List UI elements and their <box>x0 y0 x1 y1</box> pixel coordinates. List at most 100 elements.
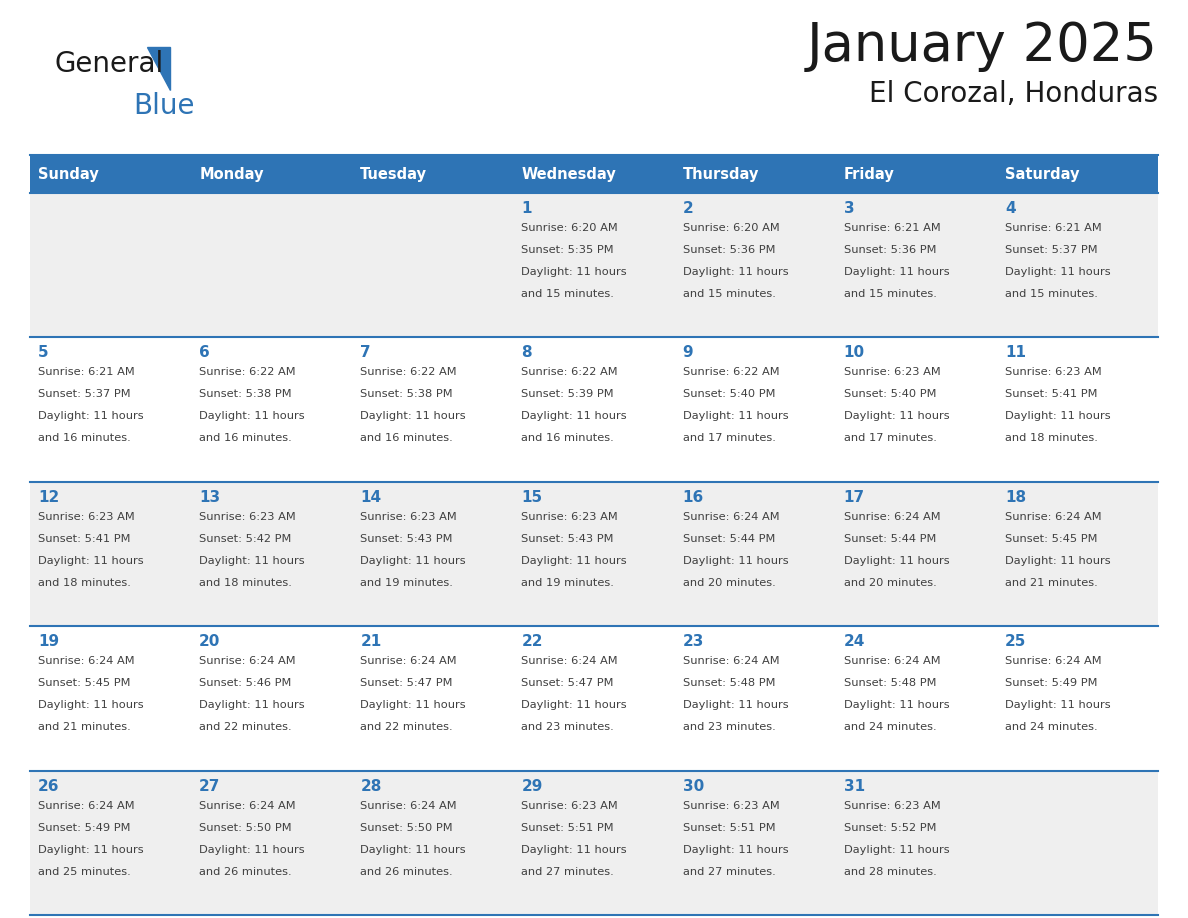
Text: Sunrise: 6:24 AM: Sunrise: 6:24 AM <box>360 656 457 666</box>
Text: Sunrise: 6:23 AM: Sunrise: 6:23 AM <box>200 512 296 521</box>
Text: Sunrise: 6:24 AM: Sunrise: 6:24 AM <box>200 800 296 811</box>
Text: Sunrise: 6:23 AM: Sunrise: 6:23 AM <box>38 512 134 521</box>
Text: Daylight: 11 hours: Daylight: 11 hours <box>843 411 949 421</box>
Text: 9: 9 <box>683 345 693 361</box>
Bar <box>675 155 835 193</box>
Text: Daylight: 11 hours: Daylight: 11 hours <box>522 700 627 711</box>
Text: and 19 minutes.: and 19 minutes. <box>360 577 453 588</box>
Text: Daylight: 11 hours: Daylight: 11 hours <box>1005 700 1111 711</box>
Text: Sunset: 5:49 PM: Sunset: 5:49 PM <box>1005 678 1098 688</box>
Text: Monday: Monday <box>200 166 264 182</box>
Text: Sunrise: 6:24 AM: Sunrise: 6:24 AM <box>843 656 941 666</box>
Text: 27: 27 <box>200 778 221 793</box>
Text: Daylight: 11 hours: Daylight: 11 hours <box>683 700 788 711</box>
Text: and 22 minutes.: and 22 minutes. <box>360 722 453 733</box>
Text: Daylight: 11 hours: Daylight: 11 hours <box>360 411 466 421</box>
Text: Sunrise: 6:23 AM: Sunrise: 6:23 AM <box>683 800 779 811</box>
Text: and 17 minutes.: and 17 minutes. <box>683 433 776 443</box>
Text: Daylight: 11 hours: Daylight: 11 hours <box>683 845 788 855</box>
Text: Sunset: 5:49 PM: Sunset: 5:49 PM <box>38 823 131 833</box>
Text: Daylight: 11 hours: Daylight: 11 hours <box>522 845 627 855</box>
Text: Daylight: 11 hours: Daylight: 11 hours <box>843 555 949 565</box>
Text: and 16 minutes.: and 16 minutes. <box>360 433 453 443</box>
Text: Sunrise: 6:20 AM: Sunrise: 6:20 AM <box>522 223 618 233</box>
Text: Sunset: 5:47 PM: Sunset: 5:47 PM <box>360 678 453 688</box>
Text: Sunrise: 6:22 AM: Sunrise: 6:22 AM <box>522 367 618 377</box>
Text: 8: 8 <box>522 345 532 361</box>
Bar <box>835 155 997 193</box>
Text: January 2025: January 2025 <box>807 20 1158 72</box>
Text: 13: 13 <box>200 490 220 505</box>
Text: Daylight: 11 hours: Daylight: 11 hours <box>38 555 144 565</box>
Text: Sunrise: 6:24 AM: Sunrise: 6:24 AM <box>38 656 134 666</box>
Text: Sunrise: 6:22 AM: Sunrise: 6:22 AM <box>360 367 457 377</box>
Text: and 15 minutes.: and 15 minutes. <box>843 289 936 299</box>
Text: and 21 minutes.: and 21 minutes. <box>1005 577 1098 588</box>
Text: Sunset: 5:38 PM: Sunset: 5:38 PM <box>200 389 292 399</box>
Text: Daylight: 11 hours: Daylight: 11 hours <box>522 267 627 277</box>
Text: and 19 minutes.: and 19 minutes. <box>522 577 614 588</box>
Text: and 26 minutes.: and 26 minutes. <box>360 867 453 877</box>
Text: and 24 minutes.: and 24 minutes. <box>1005 722 1098 733</box>
Text: 10: 10 <box>843 345 865 361</box>
Text: 12: 12 <box>38 490 59 505</box>
Text: and 18 minutes.: and 18 minutes. <box>38 577 131 588</box>
Text: Daylight: 11 hours: Daylight: 11 hours <box>683 411 788 421</box>
Text: and 28 minutes.: and 28 minutes. <box>843 867 936 877</box>
Text: Saturday: Saturday <box>1005 166 1080 182</box>
Text: 22: 22 <box>522 634 543 649</box>
Text: Daylight: 11 hours: Daylight: 11 hours <box>1005 411 1111 421</box>
Text: and 22 minutes.: and 22 minutes. <box>200 722 292 733</box>
Text: Wednesday: Wednesday <box>522 166 617 182</box>
Bar <box>30 338 1158 482</box>
Text: General: General <box>55 50 164 78</box>
Text: Blue: Blue <box>133 92 195 120</box>
Text: Daylight: 11 hours: Daylight: 11 hours <box>200 845 305 855</box>
Bar <box>30 482 1158 626</box>
Text: Sunrise: 6:23 AM: Sunrise: 6:23 AM <box>522 800 618 811</box>
Text: Sunrise: 6:24 AM: Sunrise: 6:24 AM <box>522 656 618 666</box>
Text: Sunset: 5:36 PM: Sunset: 5:36 PM <box>683 245 775 255</box>
Text: Sunset: 5:51 PM: Sunset: 5:51 PM <box>683 823 776 833</box>
Text: Sunset: 5:38 PM: Sunset: 5:38 PM <box>360 389 453 399</box>
Text: and 15 minutes.: and 15 minutes. <box>683 289 776 299</box>
Text: Sunset: 5:50 PM: Sunset: 5:50 PM <box>360 823 453 833</box>
Text: Sunrise: 6:24 AM: Sunrise: 6:24 AM <box>843 512 941 521</box>
Text: 31: 31 <box>843 778 865 793</box>
Text: Sunset: 5:37 PM: Sunset: 5:37 PM <box>1005 245 1098 255</box>
Text: Sunset: 5:40 PM: Sunset: 5:40 PM <box>683 389 775 399</box>
Text: Sunset: 5:37 PM: Sunset: 5:37 PM <box>38 389 131 399</box>
Text: Sunset: 5:41 PM: Sunset: 5:41 PM <box>1005 389 1098 399</box>
Text: 4: 4 <box>1005 201 1016 216</box>
Text: 19: 19 <box>38 634 59 649</box>
Text: Sunrise: 6:22 AM: Sunrise: 6:22 AM <box>683 367 779 377</box>
Text: Daylight: 11 hours: Daylight: 11 hours <box>683 555 788 565</box>
Text: and 20 minutes.: and 20 minutes. <box>683 577 776 588</box>
Text: and 24 minutes.: and 24 minutes. <box>843 722 936 733</box>
Text: Sunrise: 6:23 AM: Sunrise: 6:23 AM <box>522 512 618 521</box>
Text: Sunrise: 6:21 AM: Sunrise: 6:21 AM <box>38 367 134 377</box>
Text: and 27 minutes.: and 27 minutes. <box>683 867 776 877</box>
Text: Sunset: 5:47 PM: Sunset: 5:47 PM <box>522 678 614 688</box>
Text: Daylight: 11 hours: Daylight: 11 hours <box>1005 267 1111 277</box>
Text: 1: 1 <box>522 201 532 216</box>
Text: Sunrise: 6:24 AM: Sunrise: 6:24 AM <box>360 800 457 811</box>
Text: and 16 minutes.: and 16 minutes. <box>522 433 614 443</box>
Text: Daylight: 11 hours: Daylight: 11 hours <box>683 267 788 277</box>
Text: 20: 20 <box>200 634 221 649</box>
Text: 15: 15 <box>522 490 543 505</box>
Text: Sunset: 5:43 PM: Sunset: 5:43 PM <box>522 533 614 543</box>
Text: and 20 minutes.: and 20 minutes. <box>843 577 936 588</box>
Text: 6: 6 <box>200 345 210 361</box>
Text: Sunset: 5:45 PM: Sunset: 5:45 PM <box>38 678 131 688</box>
Text: Sunset: 5:45 PM: Sunset: 5:45 PM <box>1005 533 1098 543</box>
Text: Daylight: 11 hours: Daylight: 11 hours <box>38 411 144 421</box>
Text: Sunday: Sunday <box>38 166 99 182</box>
Text: and 23 minutes.: and 23 minutes. <box>522 722 614 733</box>
Text: Sunset: 5:51 PM: Sunset: 5:51 PM <box>522 823 614 833</box>
Bar <box>513 155 675 193</box>
Text: Sunrise: 6:23 AM: Sunrise: 6:23 AM <box>843 800 941 811</box>
Text: Sunrise: 6:24 AM: Sunrise: 6:24 AM <box>683 656 779 666</box>
Text: Sunrise: 6:24 AM: Sunrise: 6:24 AM <box>1005 512 1101 521</box>
Text: Daylight: 11 hours: Daylight: 11 hours <box>360 700 466 711</box>
